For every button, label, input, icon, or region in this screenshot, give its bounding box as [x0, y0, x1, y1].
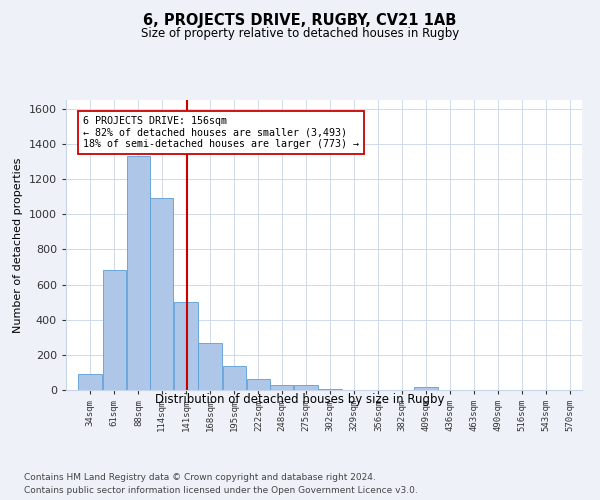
Text: Contains public sector information licensed under the Open Government Licence v3: Contains public sector information licen… — [24, 486, 418, 495]
Bar — [127, 156, 150, 390]
Bar — [103, 270, 126, 390]
Text: Contains HM Land Registry data © Crown copyright and database right 2024.: Contains HM Land Registry data © Crown c… — [24, 472, 376, 482]
Y-axis label: Number of detached properties: Number of detached properties — [13, 158, 23, 332]
Bar — [414, 388, 437, 390]
Bar — [319, 389, 342, 390]
Bar — [270, 384, 293, 390]
Bar — [199, 344, 222, 390]
Bar — [79, 374, 102, 390]
Text: 6 PROJECTS DRIVE: 156sqm
← 82% of detached houses are smaller (3,493)
18% of sem: 6 PROJECTS DRIVE: 156sqm ← 82% of detach… — [83, 116, 359, 149]
Text: Distribution of detached houses by size in Rugby: Distribution of detached houses by size … — [155, 392, 445, 406]
Bar — [294, 384, 317, 390]
Bar — [174, 302, 197, 390]
Bar — [150, 198, 173, 390]
Text: 6, PROJECTS DRIVE, RUGBY, CV21 1AB: 6, PROJECTS DRIVE, RUGBY, CV21 1AB — [143, 12, 457, 28]
Bar — [247, 378, 270, 390]
Bar — [223, 366, 246, 390]
Text: Size of property relative to detached houses in Rugby: Size of property relative to detached ho… — [141, 28, 459, 40]
